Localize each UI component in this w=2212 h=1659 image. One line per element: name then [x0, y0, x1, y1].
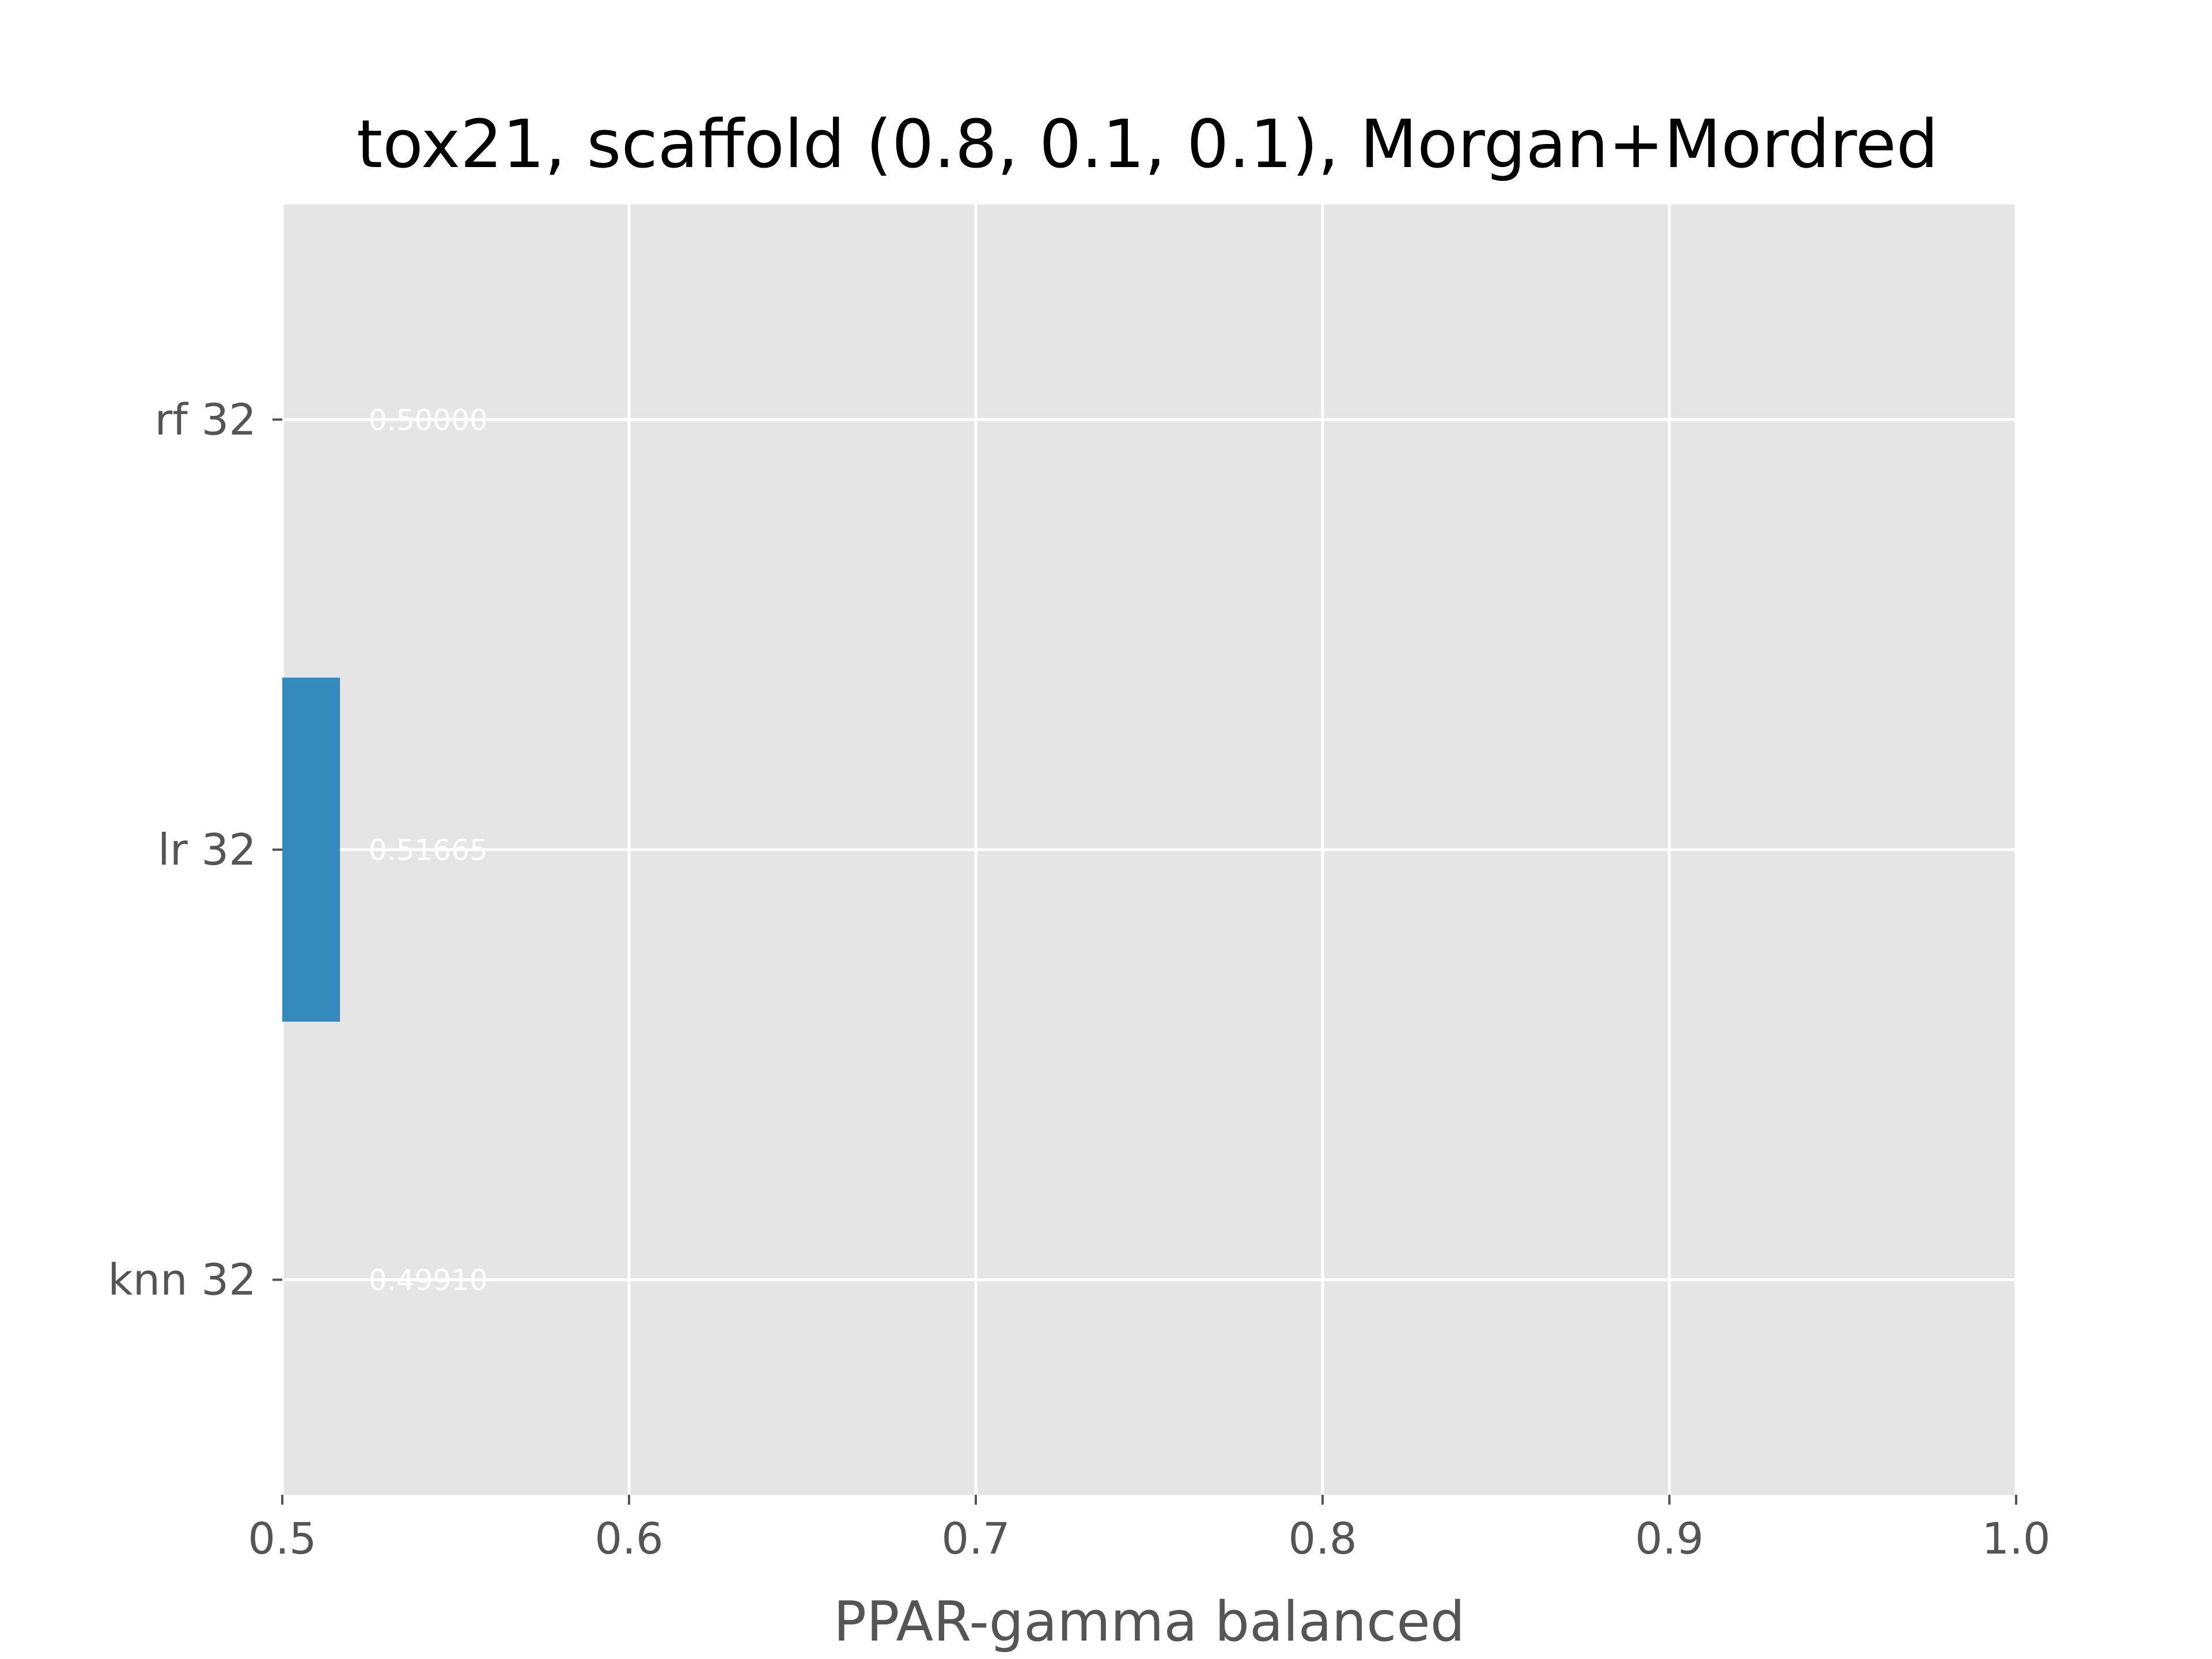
x-tick-label: 0.8	[1288, 1513, 1357, 1564]
chart-title: tox21, scaffold (0.8, 0.1, 0.1), Morgan+…	[357, 106, 1938, 183]
bar-value-label: 0.51665	[369, 834, 488, 867]
x-tick-label: 1.0	[1982, 1513, 2050, 1564]
x-tick-label: 0.6	[594, 1513, 663, 1564]
x-tick-label: 0.9	[1635, 1513, 1703, 1564]
y-tick-label: lr 32	[158, 824, 256, 875]
bars	[282, 677, 340, 1022]
y-tick-label: knn 32	[108, 1255, 256, 1305]
bar-value-label: 0.50000	[369, 403, 488, 437]
bar-value-label: 0.49910	[369, 1264, 488, 1297]
value-labels: 0.50000 0.51665 0.49910	[369, 403, 488, 1297]
x-axis-label: PPAR-gamma balanced	[834, 1590, 1465, 1654]
x-tick-label: 0.5	[248, 1513, 316, 1564]
x-axis: 0.5 0.6 0.7 0.8 0.9 1.0	[248, 1495, 2051, 1564]
x-tick-label: 0.7	[941, 1513, 1010, 1564]
y-axis: rf 32 lr 32 knn 32	[108, 394, 282, 1305]
y-tick-label: rf 32	[154, 394, 256, 445]
bar	[282, 677, 340, 1022]
